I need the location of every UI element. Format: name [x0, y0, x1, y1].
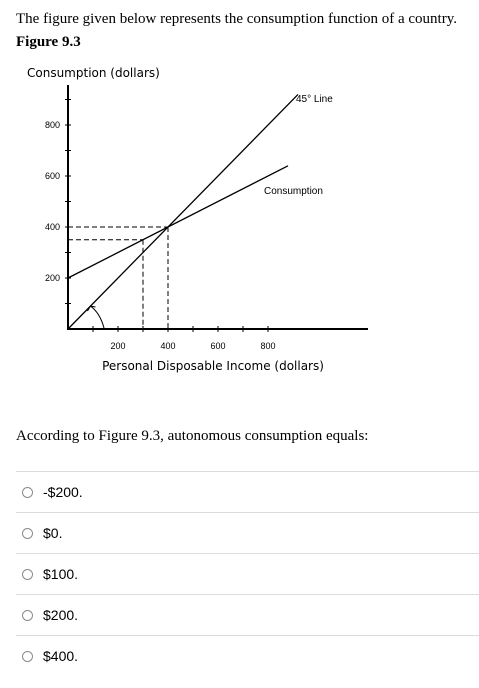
option-label: $0.	[43, 525, 63, 541]
divider	[16, 512, 479, 513]
option-row[interactable]: -$200.	[22, 480, 83, 504]
y-tick-label: 400	[45, 222, 60, 232]
x-tick-label: 800	[260, 341, 275, 351]
option-row[interactable]: $100.	[22, 562, 78, 586]
figure-label: Figure 9.3	[16, 34, 81, 50]
radio-button[interactable]	[22, 527, 33, 539]
option-label: -$200.	[43, 484, 83, 500]
y-tick-label: 600	[45, 171, 60, 181]
divider	[16, 471, 479, 472]
chart-guides	[68, 226, 169, 329]
line-45-degree	[67, 93, 299, 330]
chart-axes	[65, 85, 368, 332]
x-tick-label: 400	[160, 341, 175, 351]
option-label: $100.	[43, 566, 79, 582]
radio-button[interactable]	[22, 609, 33, 621]
divider	[16, 635, 479, 636]
x-axis-label: Personal Disposable Income (dollars)	[102, 359, 324, 373]
angle-arrowhead	[87, 305, 96, 312]
series-label-45: 45° Line	[296, 94, 333, 105]
chart-series	[67, 93, 299, 330]
consumption-chart: 200 400 600 800 200 400 600 800 Consumption (dol…	[27, 66, 368, 373]
angle-arc	[90, 305, 105, 329]
option-row[interactable]: $0.	[22, 521, 62, 545]
radio-button[interactable]	[22, 568, 33, 580]
radio-button[interactable]	[22, 486, 33, 498]
option-row[interactable]: $200.	[22, 603, 78, 627]
x-tick-label: 600	[210, 341, 225, 351]
y-tick-label: 800	[45, 120, 60, 130]
x-tick-label: 200	[110, 341, 125, 351]
intro-text: The figure given below represents the co…	[16, 11, 457, 27]
y-tick-label: 200	[45, 273, 60, 283]
divider	[16, 594, 479, 595]
y-axis-label: Consumption (dollars)	[27, 66, 160, 80]
option-row[interactable]: $400.	[22, 644, 78, 668]
option-label: $200.	[43, 607, 79, 623]
question-text: According to Figure 9.3, autonomous cons…	[16, 428, 369, 444]
option-label: $400.	[43, 648, 79, 664]
line-consumption	[67, 165, 289, 279]
chart-labels: 200 400 600 800 200 400 600 800 Consumption (dol…	[27, 66, 333, 373]
divider	[16, 553, 479, 554]
series-label-consumption: Consumption	[264, 186, 323, 197]
radio-button[interactable]	[22, 650, 33, 662]
